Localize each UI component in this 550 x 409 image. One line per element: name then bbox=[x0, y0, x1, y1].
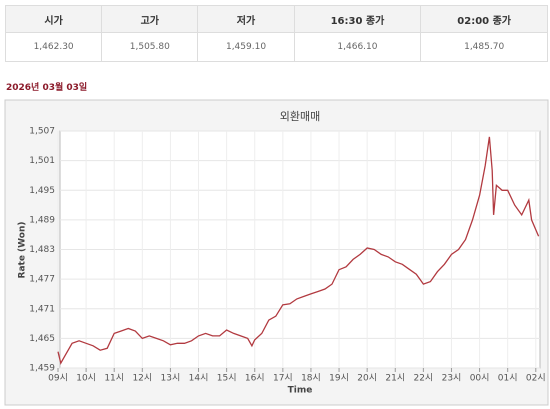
y-tick-label: 1,489 bbox=[29, 215, 55, 225]
chart-title: 외환매매 bbox=[280, 110, 320, 123]
x-tick-label: 02시 bbox=[526, 373, 546, 384]
value-cell: 1,505.80 bbox=[101, 32, 199, 62]
x-tick-label: 12시 bbox=[132, 373, 152, 384]
x-tick-label: 21시 bbox=[385, 373, 405, 384]
y-tick-label: 1,465 bbox=[29, 334, 55, 344]
y-tick-label: 1,507 bbox=[29, 127, 55, 137]
y-tick-label: 1,483 bbox=[29, 245, 55, 255]
x-tick-label: 13시 bbox=[161, 373, 181, 384]
x-tick-label: 20시 bbox=[357, 373, 377, 384]
x-tick-label: 14시 bbox=[189, 373, 209, 384]
x-axis-label: Time bbox=[288, 386, 313, 396]
x-tick-label: 15시 bbox=[217, 373, 237, 384]
value-cell: 1,462.30 bbox=[4, 32, 103, 62]
value-cell: 1,485.70 bbox=[420, 32, 548, 62]
header-row: 시가 고가 저가 16:30 종가 02:00 종가 bbox=[4, 5, 548, 33]
y-tick-label: 1,495 bbox=[29, 186, 55, 196]
y-tick-label: 1,501 bbox=[29, 156, 55, 166]
y-tick-label: 1,477 bbox=[29, 275, 55, 285]
y-tick-label: 1,459 bbox=[29, 364, 55, 374]
value-row: 1,462.30 1,505.80 1,459.10 1,466.10 1,485.70 bbox=[4, 32, 548, 62]
x-tick-label: 22시 bbox=[413, 373, 433, 384]
price-table: 시가 고가 저가 16:30 종가 02:00 종가 1,462.30 1,505.80 1… bbox=[4, 5, 548, 62]
date: 2026년 03월 03일 bbox=[6, 83, 88, 93]
value-cell: 1,459.10 bbox=[197, 32, 295, 62]
x-tick-label: 18시 bbox=[301, 373, 321, 384]
x-tick-label: 01시 bbox=[498, 373, 518, 384]
y-axis-label: Rate (Won) bbox=[18, 222, 28, 279]
y-tick-label: 1,471 bbox=[29, 304, 55, 314]
x-tick-label: 17시 bbox=[273, 373, 293, 384]
x-tick-label: 19시 bbox=[329, 373, 349, 384]
x-tick-label: 00시 bbox=[470, 373, 490, 384]
x-tick-label: 09시 bbox=[48, 373, 68, 384]
header-cell: 저가 bbox=[197, 5, 295, 33]
x-tick-label: 16시 bbox=[245, 373, 265, 384]
x-tick-label: 10시 bbox=[76, 373, 96, 384]
header-cell: 16:30 종가 bbox=[293, 5, 422, 33]
rate-line bbox=[57, 136, 540, 365]
header-cell: 시가 bbox=[4, 5, 103, 33]
value-cell: 1,466.10 bbox=[293, 32, 422, 62]
x-tick-label: 11시 bbox=[104, 373, 124, 384]
x-tick-label: 23시 bbox=[442, 373, 462, 384]
header-cell: 02:00 종가 bbox=[420, 5, 548, 33]
